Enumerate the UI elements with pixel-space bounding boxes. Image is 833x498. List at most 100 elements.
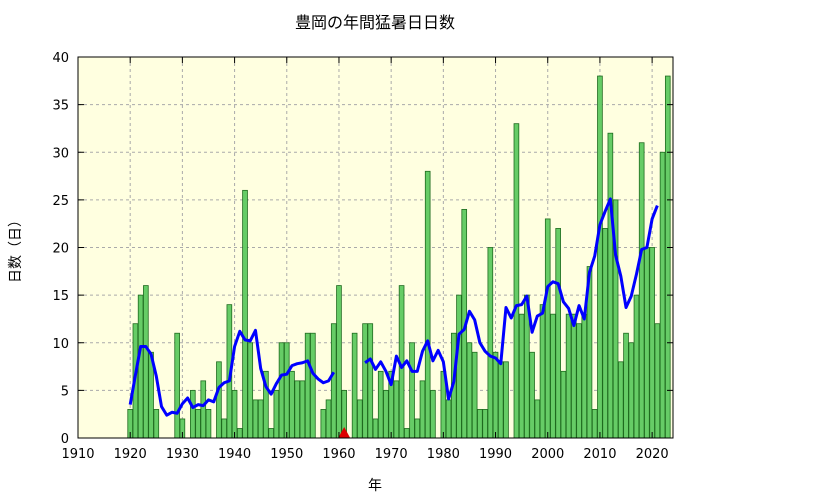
bar-1985 — [466, 342, 473, 439]
bar-2011 — [602, 228, 608, 439]
bar-2019 — [644, 247, 650, 439]
bar-2021 — [654, 323, 661, 439]
bar-1944 — [252, 399, 259, 439]
x-tick-label: 1910 — [61, 447, 94, 462]
bar-1983 — [456, 294, 462, 439]
y-tick-label: 10 — [52, 337, 69, 352]
x-tick-label: 2020 — [636, 447, 669, 462]
bar-1987 — [477, 409, 483, 439]
x-tick-label: 1920 — [114, 447, 147, 462]
bar-2000 — [544, 218, 551, 439]
bar-1966 — [367, 323, 374, 439]
bar-2015 — [623, 332, 629, 439]
bar-2004 — [565, 313, 572, 439]
bar-1963 — [351, 332, 358, 439]
bar-2006 — [576, 323, 582, 439]
bar-1955 — [310, 332, 316, 439]
bar-1991 — [497, 361, 504, 439]
bar-1971 — [393, 380, 400, 439]
bar-1941 — [236, 428, 243, 439]
bar-1981 — [445, 399, 452, 439]
axis-ticks — [77, 56, 673, 439]
bar-2014 — [618, 361, 624, 439]
triangle-marker — [338, 427, 351, 438]
x-tick-label: 1950 — [270, 447, 303, 462]
x-tick-label: 1990 — [479, 447, 512, 462]
bar-1988 — [482, 409, 488, 439]
y-tick-label: 30 — [52, 146, 69, 161]
y-tick-label: 15 — [52, 289, 69, 304]
bar-2002 — [555, 228, 561, 439]
x-tick-label: 1940 — [218, 447, 251, 462]
x-tick-label: 2010 — [583, 447, 616, 462]
y-tick-label: 25 — [52, 194, 69, 209]
bar-1997 — [529, 351, 535, 439]
bar-1940 — [231, 389, 238, 439]
bar-2007 — [581, 313, 588, 439]
chart-title: 豊岡の年間猛暑日日数 — [295, 13, 455, 32]
bar-1967 — [372, 418, 379, 439]
y-tick-label: 35 — [52, 99, 69, 114]
x-axis-label: 年 — [368, 478, 382, 494]
bar-1999 — [539, 304, 546, 439]
bar-1929 — [174, 332, 180, 439]
bar-1934 — [200, 380, 207, 439]
bar-1974 — [409, 342, 415, 439]
bar-1973 — [404, 428, 410, 439]
x-tick-label: 1980 — [427, 447, 460, 462]
bar-2017 — [633, 294, 640, 439]
moving-average-line — [128, 197, 659, 417]
bar-2020 — [649, 247, 655, 439]
bar-1992 — [503, 361, 509, 439]
bar-1949 — [278, 342, 285, 439]
bar-1952 — [294, 380, 301, 439]
bar-1989 — [487, 247, 494, 439]
bar-1943 — [247, 342, 254, 439]
bar-1925 — [153, 409, 160, 439]
bar-1923 — [143, 285, 149, 439]
bar-1954 — [304, 332, 311, 439]
bar-2012 — [607, 132, 614, 439]
bar-1935 — [205, 409, 212, 439]
bar-1932 — [190, 389, 196, 439]
bar-1957 — [320, 409, 327, 439]
bar-1959 — [330, 323, 337, 439]
bar-1948 — [273, 389, 280, 439]
bar-1950 — [283, 342, 290, 439]
bar-2003 — [560, 370, 567, 439]
bar-1986 — [471, 351, 478, 439]
bar-2018 — [638, 142, 645, 439]
y-tick-label: 20 — [52, 242, 69, 257]
bar-1969 — [383, 389, 389, 439]
bar-2005 — [571, 313, 577, 439]
bar-1990 — [492, 351, 499, 439]
bar-1938 — [221, 418, 227, 439]
bar-1958 — [325, 399, 332, 439]
bar-1965 — [362, 323, 368, 439]
bar-1976 — [419, 380, 426, 439]
bar-1998 — [534, 399, 541, 439]
markers — [338, 427, 351, 438]
bar-1922 — [137, 294, 144, 439]
bar-2010 — [597, 75, 603, 439]
bar-1977 — [424, 170, 431, 439]
bar-2016 — [628, 342, 635, 439]
bar-2009 — [591, 409, 598, 439]
bar-1947 — [268, 428, 274, 439]
y-tick-labels: 0 5 10 15 20 25 30 35 40 — [52, 51, 69, 447]
bar-2023 — [664, 75, 671, 439]
bar-1951 — [289, 370, 295, 439]
bar-1964 — [357, 399, 363, 439]
bar-1975 — [414, 418, 421, 439]
x-tick-label: 1970 — [375, 447, 408, 462]
bar-1994 — [513, 123, 520, 439]
bar-2001 — [550, 313, 556, 439]
moving-average-segment — [364, 197, 659, 401]
bar-1995 — [518, 313, 525, 439]
bar-1945 — [257, 399, 264, 439]
bar-1937 — [216, 361, 222, 439]
x-tick-labels: 1910 1920 1930 1940 1950 1960 1970 1980 1990 2000… — [61, 447, 668, 462]
y-axis-label: 日数（日） — [8, 213, 24, 283]
bar-1942 — [242, 189, 248, 439]
